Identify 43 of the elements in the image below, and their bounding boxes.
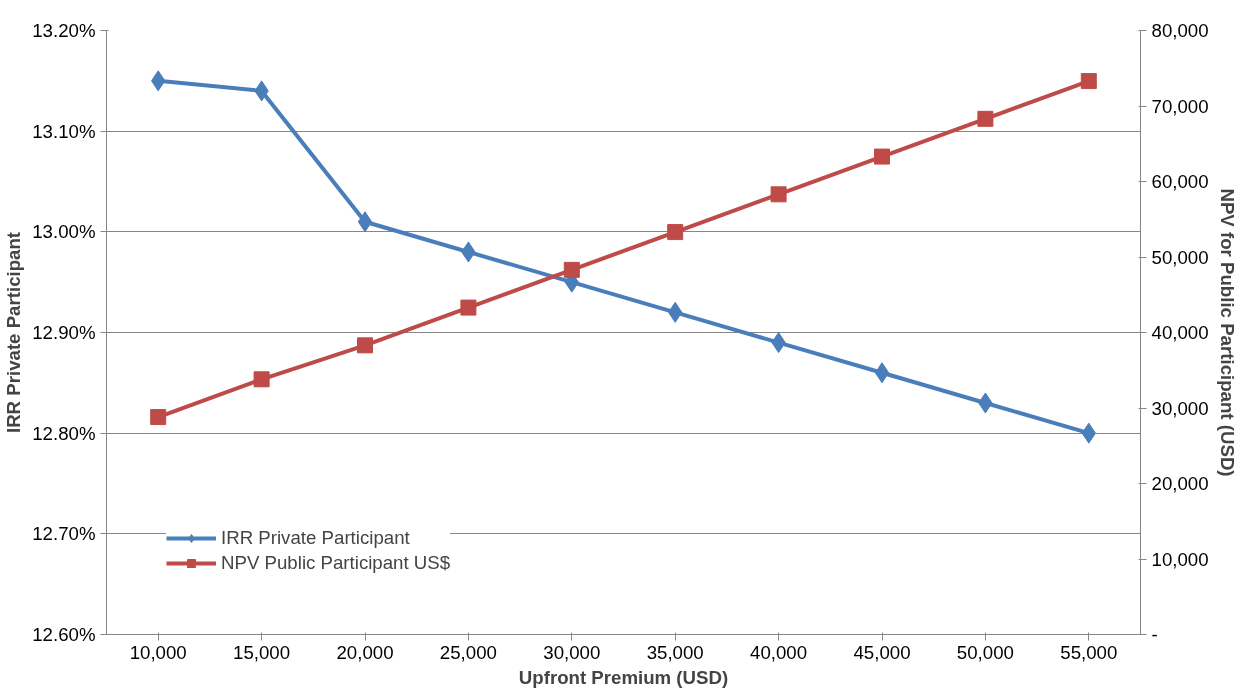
y-tick-label: 12.80% xyxy=(32,422,96,444)
x-axis-title: Upfront Premium (USD) xyxy=(518,666,729,688)
x-tick-label: 25,000 xyxy=(439,641,497,663)
y2-tick-label: 80,000 xyxy=(1151,20,1209,41)
x-tick-label: 45,000 xyxy=(853,641,911,663)
x-tick-label: 30,000 xyxy=(543,641,601,663)
legend-label: IRR Private Participant xyxy=(221,527,410,549)
y2-tick-label: 40,000 xyxy=(1151,322,1209,343)
point xyxy=(150,409,167,426)
point xyxy=(563,261,580,278)
x-tick-label: 50,000 xyxy=(956,641,1014,663)
point xyxy=(770,186,787,203)
legend-label: NPV Public Participant US$ xyxy=(221,552,451,574)
point xyxy=(874,148,890,165)
point xyxy=(1080,73,1097,90)
x-tick-label: 10,000 xyxy=(129,641,187,663)
x-tick-label: 35,000 xyxy=(646,641,704,663)
x-tick-label: 40,000 xyxy=(750,641,808,663)
y2-tick-label: 20,000 xyxy=(1151,473,1209,494)
y-tick-label: 13.20% xyxy=(32,20,96,41)
x-tick-label: 20,000 xyxy=(336,641,394,663)
y-tick-label: 12.60% xyxy=(32,624,96,645)
point xyxy=(460,299,477,316)
y2-tick-label: - xyxy=(1151,624,1158,645)
y2-tick-label: 10,000 xyxy=(1151,548,1209,570)
y2-tick-label: 70,000 xyxy=(1151,95,1209,117)
point xyxy=(977,110,994,127)
point xyxy=(667,224,684,241)
point xyxy=(874,362,890,384)
y2-tick-label: 60,000 xyxy=(1151,171,1209,192)
y2-tick-label: 50,000 xyxy=(1151,246,1209,268)
point xyxy=(357,337,373,354)
y-tick-label: 13.10% xyxy=(32,120,96,142)
x-tick-label: 15,000 xyxy=(233,641,291,663)
y-tick-label: 12.90% xyxy=(32,322,96,343)
y2-tick-label: 30,000 xyxy=(1151,397,1209,419)
point xyxy=(357,211,373,233)
y-tick-label: 12.70% xyxy=(32,523,96,545)
point xyxy=(253,371,270,388)
x-tick-label: 55,000 xyxy=(1060,641,1118,663)
y-axis-title: IRR Private Participant xyxy=(3,231,25,434)
y-tick-label: 13.00% xyxy=(32,221,96,243)
y2-axis-title: NPV for Public Participant (USD) xyxy=(1216,188,1238,477)
